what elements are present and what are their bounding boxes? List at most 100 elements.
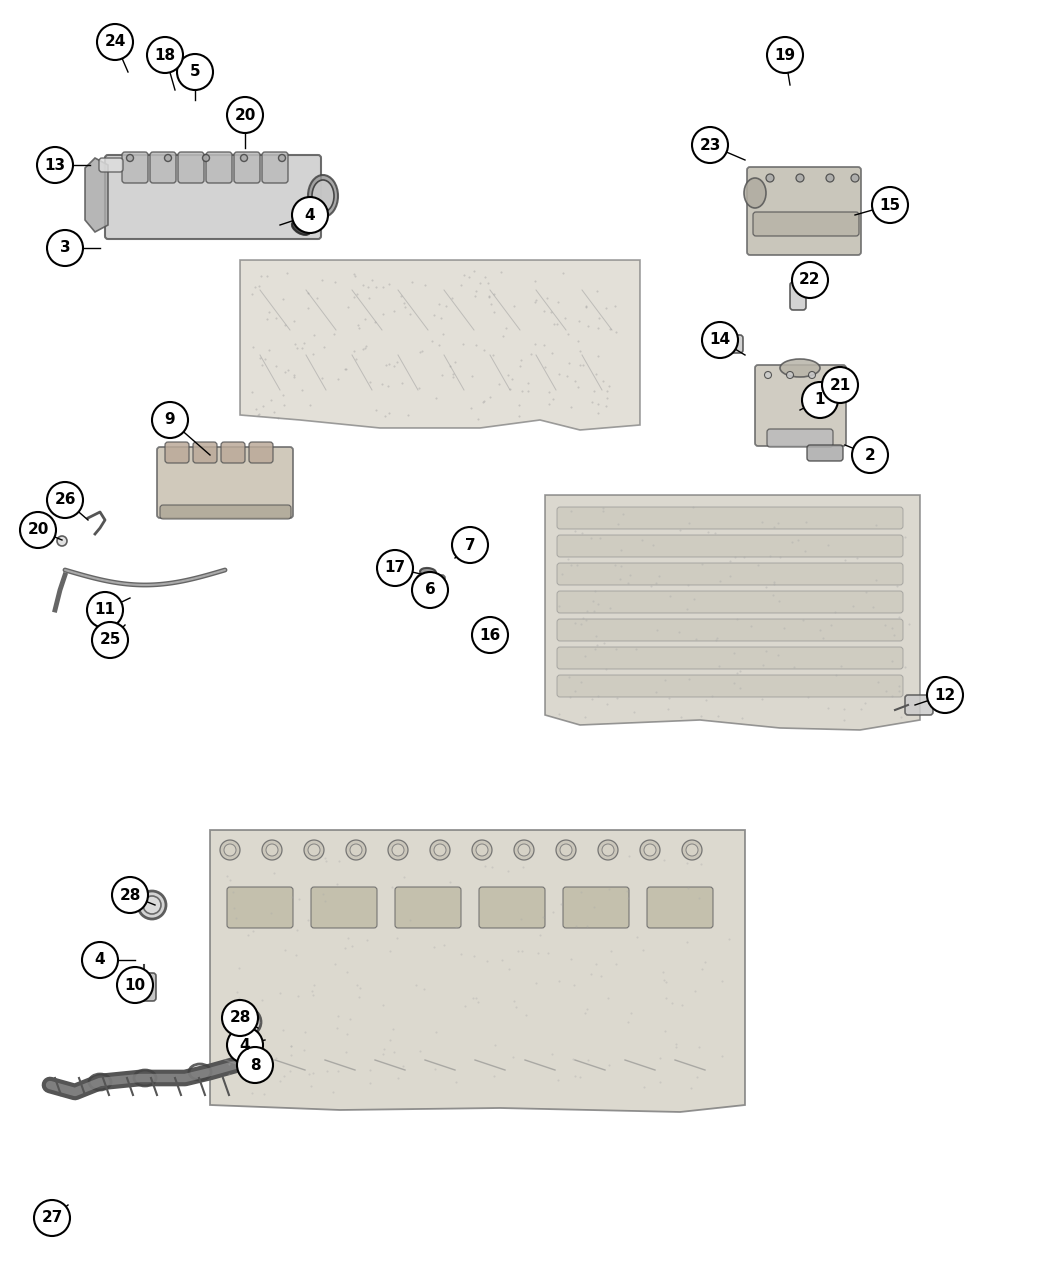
Text: 19: 19 bbox=[775, 47, 796, 62]
FancyBboxPatch shape bbox=[227, 887, 293, 928]
Circle shape bbox=[802, 382, 838, 418]
Circle shape bbox=[852, 437, 888, 473]
Text: 28: 28 bbox=[229, 1011, 251, 1025]
Text: 10: 10 bbox=[125, 978, 146, 992]
FancyBboxPatch shape bbox=[234, 152, 260, 184]
Ellipse shape bbox=[392, 844, 404, 856]
Circle shape bbox=[872, 187, 908, 223]
Text: 2: 2 bbox=[864, 448, 876, 463]
FancyBboxPatch shape bbox=[755, 365, 846, 446]
Ellipse shape bbox=[434, 844, 446, 856]
Ellipse shape bbox=[126, 154, 133, 162]
Ellipse shape bbox=[602, 844, 614, 856]
Ellipse shape bbox=[598, 840, 618, 861]
Ellipse shape bbox=[786, 371, 794, 379]
Ellipse shape bbox=[420, 567, 436, 576]
Circle shape bbox=[472, 617, 508, 653]
Ellipse shape bbox=[744, 179, 766, 208]
Circle shape bbox=[20, 513, 56, 548]
Ellipse shape bbox=[312, 180, 334, 212]
Ellipse shape bbox=[143, 896, 161, 914]
Circle shape bbox=[237, 1047, 273, 1082]
Polygon shape bbox=[85, 158, 108, 232]
Circle shape bbox=[97, 24, 133, 60]
Text: 20: 20 bbox=[27, 523, 48, 538]
Ellipse shape bbox=[780, 360, 820, 377]
FancyBboxPatch shape bbox=[150, 152, 176, 184]
Circle shape bbox=[112, 877, 148, 913]
Ellipse shape bbox=[308, 844, 320, 856]
Circle shape bbox=[227, 97, 262, 133]
Circle shape bbox=[82, 942, 118, 978]
Ellipse shape bbox=[476, 844, 488, 856]
Circle shape bbox=[227, 1026, 262, 1063]
Text: 5: 5 bbox=[190, 65, 201, 79]
Ellipse shape bbox=[304, 840, 324, 861]
Ellipse shape bbox=[826, 173, 834, 182]
Ellipse shape bbox=[472, 840, 492, 861]
Ellipse shape bbox=[832, 371, 839, 379]
Circle shape bbox=[177, 54, 213, 91]
Ellipse shape bbox=[346, 840, 366, 861]
Ellipse shape bbox=[682, 840, 702, 861]
FancyBboxPatch shape bbox=[715, 335, 743, 353]
Ellipse shape bbox=[165, 154, 171, 162]
Circle shape bbox=[47, 482, 83, 518]
Circle shape bbox=[47, 230, 83, 266]
Ellipse shape bbox=[518, 844, 530, 856]
Ellipse shape bbox=[238, 1014, 256, 1031]
Text: 4: 4 bbox=[304, 208, 315, 223]
FancyBboxPatch shape bbox=[178, 152, 204, 184]
Ellipse shape bbox=[686, 844, 698, 856]
Polygon shape bbox=[210, 830, 746, 1112]
FancyBboxPatch shape bbox=[158, 448, 293, 518]
Text: 18: 18 bbox=[154, 47, 175, 62]
FancyBboxPatch shape bbox=[105, 156, 321, 238]
Text: 24: 24 bbox=[104, 34, 126, 50]
Ellipse shape bbox=[138, 891, 166, 919]
FancyBboxPatch shape bbox=[395, 887, 461, 928]
Ellipse shape bbox=[266, 844, 278, 856]
Ellipse shape bbox=[808, 371, 816, 379]
Circle shape bbox=[452, 527, 488, 564]
Ellipse shape bbox=[644, 844, 656, 856]
Circle shape bbox=[117, 966, 153, 1003]
Text: 8: 8 bbox=[250, 1057, 260, 1072]
Circle shape bbox=[152, 402, 188, 439]
Ellipse shape bbox=[350, 844, 362, 856]
Ellipse shape bbox=[57, 536, 67, 546]
Text: 15: 15 bbox=[880, 198, 901, 213]
FancyBboxPatch shape bbox=[556, 618, 903, 641]
Text: 12: 12 bbox=[934, 687, 956, 703]
Circle shape bbox=[92, 622, 128, 658]
FancyBboxPatch shape bbox=[807, 445, 843, 462]
FancyBboxPatch shape bbox=[905, 695, 933, 715]
Ellipse shape bbox=[560, 844, 572, 856]
Ellipse shape bbox=[224, 844, 236, 856]
Text: 11: 11 bbox=[94, 603, 116, 617]
FancyBboxPatch shape bbox=[132, 973, 156, 1001]
FancyBboxPatch shape bbox=[160, 505, 291, 519]
Ellipse shape bbox=[850, 173, 859, 182]
FancyBboxPatch shape bbox=[311, 887, 377, 928]
Ellipse shape bbox=[430, 840, 450, 861]
Circle shape bbox=[792, 261, 828, 298]
Text: 3: 3 bbox=[60, 241, 70, 255]
Text: 26: 26 bbox=[55, 492, 76, 507]
FancyBboxPatch shape bbox=[479, 887, 545, 928]
FancyBboxPatch shape bbox=[790, 282, 806, 310]
Circle shape bbox=[377, 550, 413, 586]
Circle shape bbox=[34, 1200, 70, 1235]
Ellipse shape bbox=[308, 175, 338, 217]
FancyBboxPatch shape bbox=[417, 575, 445, 595]
FancyBboxPatch shape bbox=[249, 442, 273, 463]
Circle shape bbox=[222, 1000, 258, 1037]
Circle shape bbox=[927, 677, 963, 713]
Text: 6: 6 bbox=[424, 583, 436, 598]
Circle shape bbox=[37, 147, 74, 184]
Ellipse shape bbox=[640, 840, 660, 861]
Text: 16: 16 bbox=[480, 627, 501, 643]
FancyBboxPatch shape bbox=[556, 507, 903, 529]
Text: 7: 7 bbox=[465, 538, 476, 552]
Text: 23: 23 bbox=[699, 138, 720, 153]
